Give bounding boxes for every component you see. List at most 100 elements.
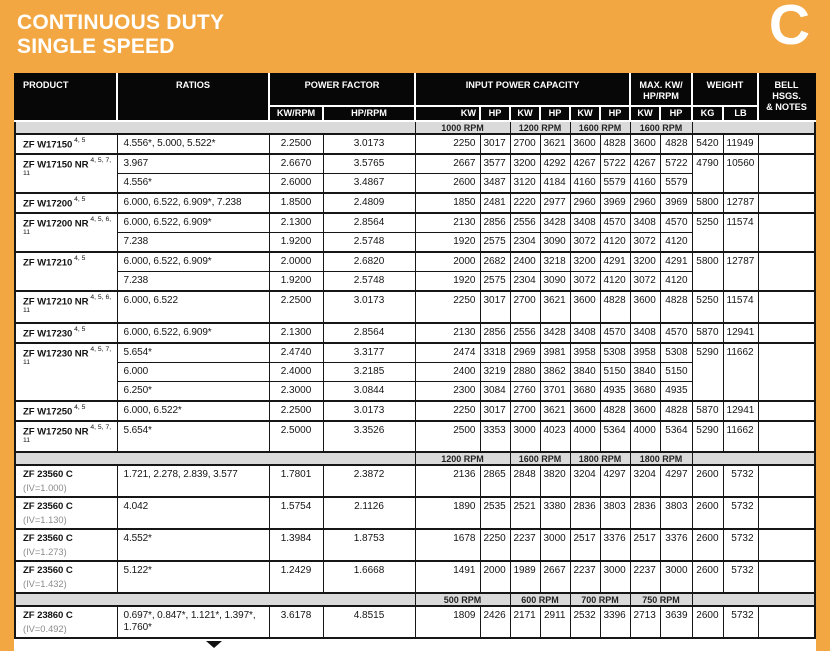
power-value-cell-3: 2700 [509,133,541,155]
power-value-cell-8: 4570 [659,321,693,344]
power-value-cell-6: 4570 [599,321,631,344]
col-header-kg: KG [691,105,725,122]
product-cell: ZF 23560 C (IV=1.273) [14,528,118,562]
page-title-line2: SINGLE SPEED [17,35,175,58]
kw-per-rpm-cell: 2.4740 [268,341,324,363]
bell-hsgs-notes-cell [757,341,816,402]
power-value-cell-8: 5308 [659,341,693,363]
spec-row: 7.238 1.9200 2.5748 1920 2575 2304 3090 3072 412… [15,232,815,253]
weight-kg-cell: 2600 [691,528,724,562]
product-iv-ratio: (IV=1.130) [23,515,67,526]
product-name: ZF W17250 [23,405,73,417]
power-value-cell-4: 4292 [539,153,571,175]
power-value-cell-4: 3981 [539,341,571,363]
power-value-cell-5: 3408 [569,212,601,234]
bell-hsgs-notes-cell [757,251,816,292]
bell-hsgs-notes-cell [757,528,816,562]
weight-lb-cell: 11662 [722,341,759,402]
product-name: ZF 23560 C [23,469,73,481]
power-value-cell-7: 3600 [629,133,661,155]
power-value-cell-3: 1989 [509,560,541,594]
spec-row: ZF W17230 NR 4, 5, 7, 11 5.654* 2.4740 3.31… [14,341,816,402]
product-name: ZF W17150 [23,139,73,151]
kw-per-rpm-cell: 1.8500 [268,192,324,214]
kw-per-rpm-cell: 2.5000 [268,419,324,453]
col-header-hp-1: HP [479,105,511,122]
hp-per-rpm-cell: 2.4809 [322,192,416,214]
power-value-cell-1: 2300 [414,380,481,402]
col-header-kw-1: KW [414,105,481,122]
power-value-cell-5: 3958 [569,341,601,363]
power-value-cell-2: 2535 [479,496,511,530]
product-cell: ZF 23560 C (IV=1.000) [14,464,118,498]
weight-kg-cell: 2600 [691,496,724,530]
bell-hsgs-notes-cell [757,560,816,594]
spec-row: ZF W17150 NR 4, 5, 7, 11 3.967 2.6670 3.576… [14,153,816,194]
power-value-cell-2: 2575 [479,232,511,253]
power-value-cell-2: 2865 [479,464,511,498]
power-value-cell-7: 2836 [629,496,661,530]
power-value-cell-1: 1850 [414,192,481,214]
weight-kg-cell: 5290 [691,341,724,402]
hp-per-rpm-cell: 3.0173 [322,399,416,422]
product-name: ZF W17200 NR [23,218,89,230]
ratios-cell: 6.000, 6.522 [116,290,270,324]
rpm-band-label: 1800 RPM [569,451,631,467]
product-cell: ZF 23560 C (IV=1.130) [14,496,118,530]
kw-per-rpm-cell: 3.6178 [268,605,324,639]
rpm-band-spacer-left [14,592,416,608]
col-header-bell-hsgs-notes: BELL HSGS. & NOTES [757,73,816,122]
hp-per-rpm-cell: 2.5748 [322,271,416,292]
spec-row: ZF W17210 4, 5 6.000, 6.522, 6.909* 2.0000… [14,251,816,292]
weight-lb-cell: 5732 [722,528,759,562]
bell-hsgs-notes-cell [757,321,816,344]
ratios-cell: 6.000 [116,361,270,382]
ratios-cell: 4.556* [116,173,270,194]
product-name: ZF W17210 NR [23,296,89,308]
power-value-cell-4: 3621 [539,133,571,155]
power-value-cell-8: 3803 [659,496,693,530]
product-name: ZF W17230 NR [23,347,89,359]
hp-per-rpm-cell: 3.0844 [322,380,416,402]
rpm-band-label: 1200 RPM [509,119,571,136]
power-value-cell-8: 4570 [659,212,693,234]
ratios-cell: 5.654* [116,341,270,363]
power-value-cell-3: 2556 [509,321,541,344]
power-value-cell-2: 3353 [479,419,511,453]
power-value-cell-1: 1920 [414,232,481,253]
rpm-band-label: 700 RPM [569,592,631,608]
product-iv-ratio: (IV=0.492) [23,624,67,635]
power-value-cell-1: 2474 [414,341,481,363]
bell-hsgs-notes-cell [757,192,816,214]
power-value-cell-2: 3487 [479,173,511,194]
spec-table-wrapper: PRODUCT RATIOS POWER FACTOR INPUT POWER … [14,73,816,651]
power-value-cell-4: 2667 [539,560,571,594]
header-row-sub: KW/RPM HP/RPM KW HP KW HP KW HP KW HP KG… [15,105,815,122]
power-value-cell-6: 4120 [599,232,631,253]
power-value-cell-8: 3969 [659,192,693,214]
power-value-cell-3: 2760 [509,380,541,402]
kw-per-rpm-cell: 1.9200 [268,232,324,253]
power-value-cell-5: 4160 [569,173,601,194]
bell-hsgs-notes-cell [757,605,816,639]
weight-lb-cell: 11662 [722,419,759,453]
power-value-cell-3: 2521 [509,496,541,530]
bell-hsgs-notes-cell [757,153,816,194]
rpm-band-label: 1800 RPM [629,451,693,467]
col-header-input-power-capacity: INPUT POWER CAPACITY [413,73,632,107]
hp-per-rpm-cell: 3.3526 [322,419,416,453]
hp-per-rpm-cell: 2.3872 [322,464,416,498]
power-value-cell-3: 3120 [509,173,541,194]
catalog-page: CONTINUOUS DUTY SINGLE SPEED C PRODUCT RA… [14,0,816,651]
header-row-main: PRODUCT RATIOS POWER FACTOR INPUT POWER … [14,73,816,122]
power-value-cell-4: 3428 [539,321,571,344]
weight-lb-cell: 10560 [722,153,759,194]
power-value-cell-6: 3803 [599,496,631,530]
product-footnote-refs: 4, 5 [72,196,86,204]
power-value-cell-1: 2400 [414,361,481,382]
max-header-line1: MAX. KW/ [639,80,683,90]
weight-kg-cell: 2600 [691,605,724,639]
col-header-max-kw: KW [629,105,662,122]
weight-kg-cell: 2600 [691,560,724,594]
hp-per-rpm-cell: 3.0173 [322,133,416,155]
